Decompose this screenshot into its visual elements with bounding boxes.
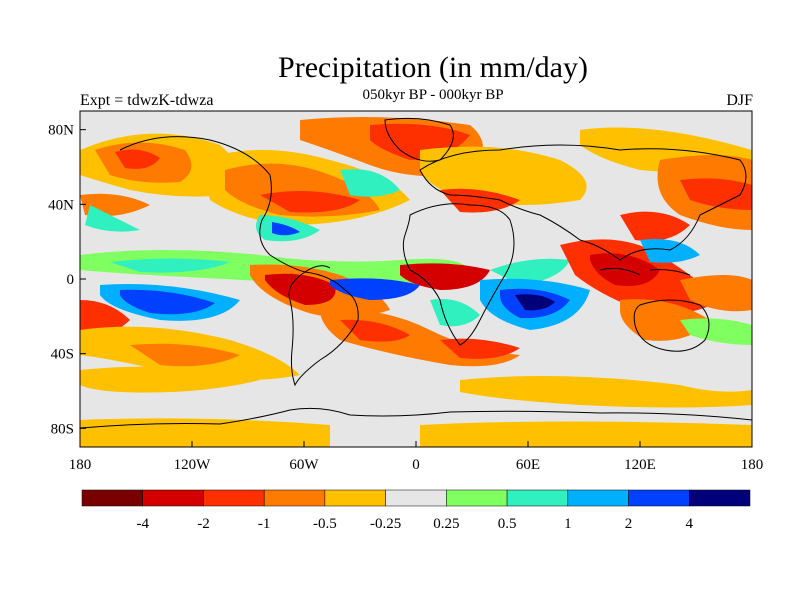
lon-tick-label: 60W [289,457,319,473]
coastline-eurasia [419,144,747,261]
anomaly-south-pacific-wet-core [120,289,215,315]
coastline-south-america [288,271,359,387]
anomaly-west-pacific-south-dry [680,275,752,312]
colorbar-swatch [567,489,629,507]
anomaly-west-pacific-dry [620,211,690,241]
colorbar-label: 0.5 [498,516,517,532]
lon-tick-label: 60E [516,457,540,473]
map-title: Precipitation (in mm/day) [278,51,588,84]
coastline-africa [402,203,515,346]
anomaly-southern-ocean-band [80,366,260,393]
colorbar-label: 0.25 [433,516,459,532]
anomaly-south-atlantic-wet [330,278,420,300]
anomaly-north-atlantic-wet [340,169,400,197]
lat-tick-label: 80N [48,123,74,139]
coastline-maritime-continent [599,267,691,276]
colorbar-swatch [203,489,265,507]
colorbar-label: -4 [136,516,149,532]
anomaly-south-africa-dry [440,338,520,359]
colorbar-swatch [689,489,751,507]
anomaly-southern-pacific-dry-core [130,343,240,367]
lon-tick-label: 180 [69,457,92,473]
colorbar-label: 4 [686,516,694,532]
anomaly-indian-ocean-wet-peak [515,294,555,311]
colorbar-swatch [324,489,386,507]
lat-tick-label: 0 [67,272,75,288]
anomaly-south-atlantic-dry-core [340,319,410,342]
map-field [80,111,752,447]
anomaly-pacific-wet-band [85,205,140,232]
lat-tick-label: 40N [48,197,74,213]
anomaly-philippines-wet [640,239,700,263]
lat-tick-label: 40S [51,347,74,363]
anomaly-southeast-atlantic-wet [430,299,480,327]
colorbar-swatch [385,489,447,507]
colorbar-label: -0.25 [370,516,401,532]
colorbar-label: 1 [564,516,572,532]
lon-tick-label: 180 [741,457,764,473]
colorbar-swatch [446,489,508,507]
coastline-australia [633,299,710,352]
experiment-label: Expt = tdwzK-tdwza [80,92,214,109]
colorbar-label: -2 [197,516,210,532]
colorbar-swatch [628,489,690,507]
lat-tick-label: 80S [51,421,74,437]
colorbar-swatch [81,489,143,507]
anomaly-antarctic-dry [80,418,330,447]
anomaly-southern-ocean-dry [460,376,752,408]
colorbar-swatch [142,489,204,507]
lon-tick-label: 0 [412,457,420,473]
coastline-antarctica [80,407,752,429]
map-axes: 180 120W 60W 0 60E 120E 180 80N 40N 0 40S 80S [48,123,763,473]
period-label: 050kyr BP - 000kyr BP [362,87,504,103]
anomaly-tropical-pacific-wet-core [110,258,230,273]
colorbar-label: -0.5 [313,516,337,532]
anomaly-south-pacific-wet-east [680,318,752,345]
anomaly-antarctic-dry-east [420,421,752,447]
anomaly-east-asia-dry-core [680,178,752,210]
anomaly-west-africa-dry [400,263,490,290]
colorbar: -4 -2 -1 -0.5 -0.25 0.25 0.5 1 2 4 [81,489,751,532]
coastlines [80,117,752,429]
anomaly-mediterranean-dry [440,188,520,213]
anomaly-north-pacific-dry-peak [115,149,160,169]
anomaly-gulf-stream-wet-core [272,222,300,236]
colorbar-label: 2 [625,516,633,532]
lon-tick-label: 120E [624,457,656,473]
colorbar-label: -1 [258,516,271,532]
colorbar-swatch [263,489,326,507]
anomaly-amazon-dry-core [265,273,336,305]
colorbar-swatch [506,489,569,507]
anomaly-north-atlantic-dry-core [260,191,360,213]
season-label: DJF [726,92,753,109]
lon-tick-label: 120W [174,457,212,473]
